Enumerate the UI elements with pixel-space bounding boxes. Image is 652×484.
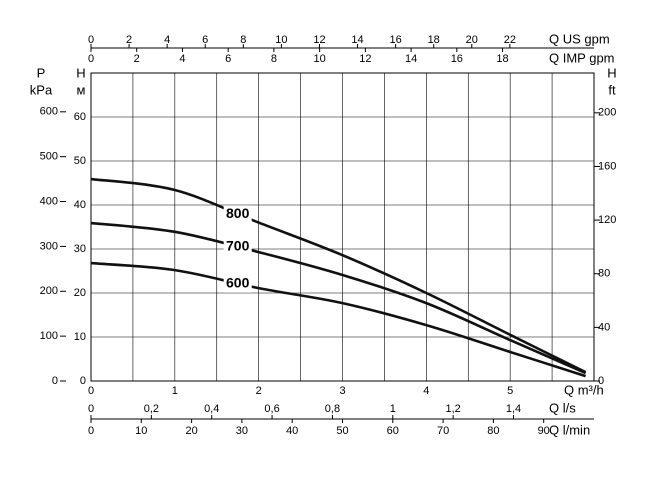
x-tick-label: 4	[423, 385, 429, 397]
axis-label: H	[607, 65, 616, 80]
tick-label: 40	[598, 321, 610, 333]
curve-label: 800	[226, 205, 250, 221]
tick-label: 50	[336, 425, 348, 437]
y-tick-label: 10	[74, 331, 86, 343]
tick-label: 12	[359, 53, 371, 65]
tick-label: 400	[40, 195, 58, 207]
axis-label: Q l/min	[549, 422, 590, 437]
tick-label: 90	[538, 425, 550, 437]
curve-label: 700	[226, 238, 250, 254]
y-tick-label: 30	[74, 243, 86, 255]
axis-label: Q US gpm	[549, 31, 610, 46]
tick-label: 10	[275, 34, 287, 46]
tick-label: 18	[428, 34, 440, 46]
tick-label: 80	[487, 425, 499, 437]
tick-label: 0	[598, 375, 604, 387]
tick-label: 40	[286, 425, 298, 437]
x-tick-label: 0	[88, 385, 94, 397]
tick-label: 6	[225, 53, 231, 65]
x-tick-label: 5	[507, 385, 513, 397]
axis-label: Q IMP gpm	[549, 50, 615, 65]
x-tick-label: 2	[256, 385, 262, 397]
tick-label: 160	[598, 160, 616, 172]
tick-label: 30	[236, 425, 248, 437]
axis-label: Q l/s	[549, 400, 576, 415]
tick-label: 0	[88, 403, 94, 415]
tick-label: 0,4	[204, 403, 219, 415]
tick-label: 6	[202, 34, 208, 46]
tick-label: 2	[126, 34, 132, 46]
tick-label: 8	[271, 53, 277, 65]
tick-label: 14	[405, 53, 417, 65]
tick-label: 60	[387, 425, 399, 437]
label-bg	[223, 205, 252, 224]
tick-label: 80	[598, 268, 610, 280]
tick-label: 0,6	[264, 403, 279, 415]
tick-label: 120	[598, 214, 616, 226]
x-tick-label: 3	[339, 385, 345, 397]
tick-label: 12	[313, 34, 325, 46]
label-bg	[223, 274, 252, 293]
y-axis-unit: м	[77, 82, 86, 97]
axis-label: P	[37, 65, 46, 80]
pump-curve	[90, 177, 587, 374]
tick-label: 200	[598, 107, 616, 119]
tick-label: 4	[179, 53, 185, 65]
y-tick-label: 40	[74, 199, 86, 211]
tick-label: 0	[88, 34, 94, 46]
tick-label: 4	[164, 34, 170, 46]
y-axis-label: H	[76, 65, 85, 80]
axis-unit: kPa	[30, 82, 53, 97]
tick-label: 20	[185, 425, 197, 437]
tick-label: 500	[40, 151, 58, 163]
tick-label: 1,4	[506, 403, 521, 415]
tick-label: 100	[40, 330, 58, 342]
tick-label: 16	[389, 34, 401, 46]
tick-label: 1	[390, 403, 396, 415]
pump-curve	[90, 261, 587, 378]
axis-unit: ft	[608, 82, 616, 97]
y-tick-label: 60	[74, 111, 86, 123]
tick-label: 10	[135, 425, 147, 437]
tick-label: 0	[88, 425, 94, 437]
curve-label: 600	[226, 274, 250, 290]
y-tick-label: 0	[80, 375, 86, 387]
y-tick-label: 50	[74, 155, 86, 167]
x-axis-label: Q m³/h	[564, 382, 604, 397]
tick-label: 8	[240, 34, 246, 46]
tick-label: 10	[314, 53, 326, 65]
tick-label: 14	[351, 34, 363, 46]
tick-label: 22	[504, 34, 516, 46]
tick-label: 200	[40, 285, 58, 297]
tick-label: 600	[40, 106, 58, 118]
tick-label: 16	[451, 53, 463, 65]
tick-label: 1,2	[446, 403, 461, 415]
pump-curve	[90, 221, 587, 375]
tick-label: 300	[40, 240, 58, 252]
tick-label: 0,8	[325, 403, 340, 415]
tick-label: 18	[496, 53, 508, 65]
y-tick-label: 20	[74, 287, 86, 299]
tick-label: 0	[88, 53, 94, 65]
tick-label: 2	[134, 53, 140, 65]
tick-label: 20	[466, 34, 478, 46]
label-bg	[223, 238, 252, 257]
x-tick-label: 1	[172, 385, 178, 397]
tick-label: 0,2	[144, 403, 159, 415]
tick-label: 0	[52, 375, 58, 387]
tick-label: 70	[437, 425, 449, 437]
